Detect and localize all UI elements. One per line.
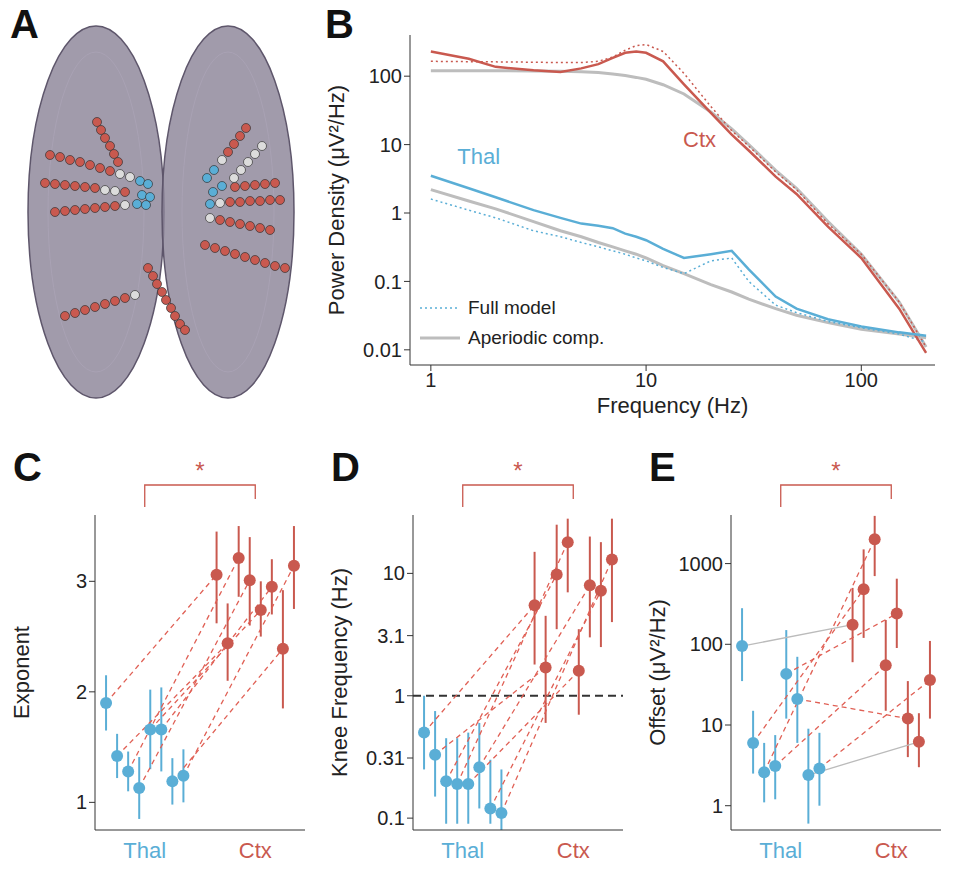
svg-text:0.1: 0.1: [377, 807, 405, 829]
svg-text:0.01: 0.01: [363, 339, 402, 361]
html-text:Ctx: Ctx: [683, 126, 716, 152]
svg-text:*: *: [831, 457, 840, 484]
html-text:C: C: [13, 445, 42, 489]
svg-text:1: 1: [76, 791, 87, 813]
svg-text:1: 1: [425, 369, 436, 391]
svg-text:Thal: Thal: [441, 838, 484, 863]
svg-text:*: *: [513, 457, 522, 484]
svg-text:Thal: Thal: [759, 838, 802, 863]
svg-text:Power Density (μV²/Hz): Power Density (μV²/Hz): [324, 85, 349, 315]
html-text:D: D: [331, 445, 360, 489]
html-text:Thal: Thal: [457, 144, 500, 170]
html-text:B: B: [325, 2, 354, 46]
svg-text:100: 100: [845, 369, 878, 391]
svg-text:Ctx: Ctx: [239, 838, 272, 863]
html-text:Frequency (Hz): Frequency (Hz): [596, 393, 749, 418]
svg-text:100: 100: [369, 65, 402, 87]
svg-text:1: 1: [712, 795, 723, 817]
html-text:A: A: [10, 2, 39, 46]
svg-text:3: 3: [76, 570, 87, 592]
svg-text:1: 1: [394, 685, 405, 707]
svg-text:10: 10: [635, 369, 657, 391]
svg-text:1000: 1000: [679, 553, 724, 575]
html-text:E: E: [649, 445, 676, 489]
svg-text:Exponent: Exponent: [9, 626, 34, 719]
svg-text:10: 10: [701, 714, 723, 736]
svg-text:Ctx: Ctx: [557, 838, 590, 863]
svg-text:2: 2: [76, 681, 87, 703]
svg-text:100: 100: [690, 633, 723, 655]
svg-text:1: 1: [391, 202, 402, 224]
svg-text:0.1: 0.1: [374, 271, 402, 293]
svg-text:*: *: [195, 457, 204, 484]
html-text:Aperiodic comp.: Aperiodic comp.: [468, 327, 605, 348]
svg-text:Ctx: Ctx: [875, 838, 908, 863]
svg-text:0.31: 0.31: [366, 747, 405, 769]
svg-text:Offset (μV²/Hz): Offset (μV²/Hz): [645, 599, 670, 746]
svg-text:Thal: Thal: [123, 838, 166, 863]
svg-text:10: 10: [380, 134, 402, 156]
svg-text:10: 10: [383, 562, 405, 584]
svg-text:Knee Frequency (Hz): Knee Frequency (Hz): [327, 568, 352, 777]
html-text:Full model: Full model: [468, 297, 556, 318]
svg-text:3.1: 3.1: [377, 625, 405, 647]
